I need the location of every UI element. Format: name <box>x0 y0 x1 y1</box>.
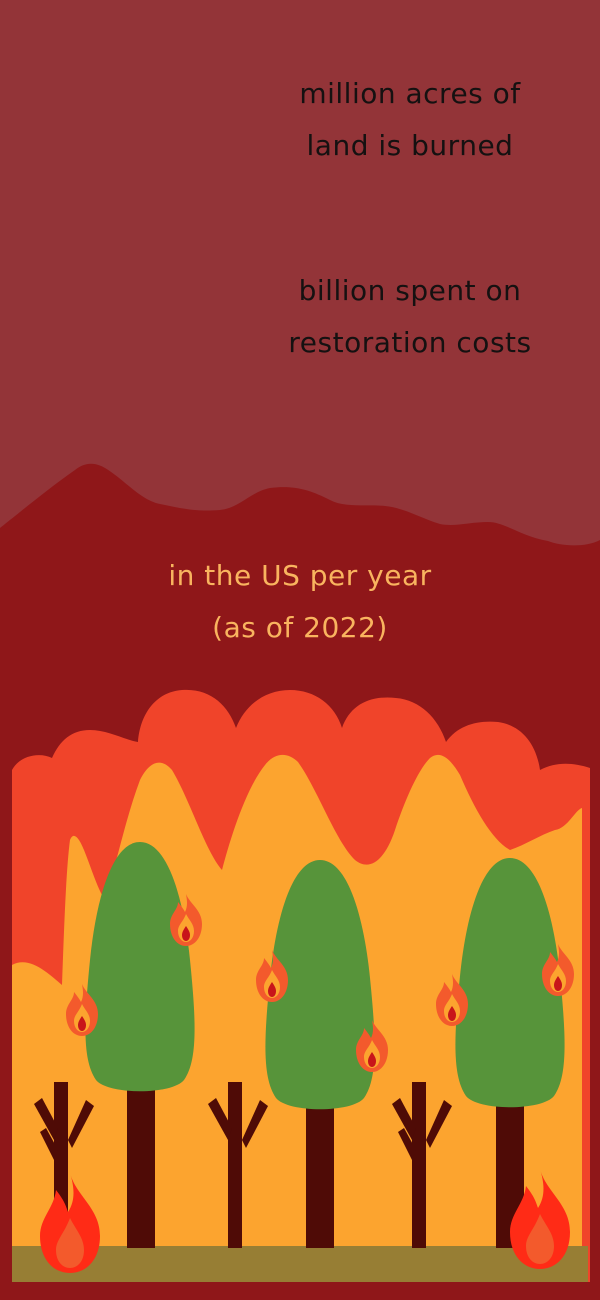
top-band <box>0 0 600 546</box>
tree-icon <box>85 842 195 1248</box>
stat-line: restoration costs <box>288 326 532 359</box>
dead-tree-icon <box>208 1082 268 1248</box>
stat-acres-burned: million acres of land is burned <box>260 68 560 172</box>
ground <box>12 1246 588 1282</box>
tree-icon <box>265 860 375 1248</box>
stat-line: land is burned <box>306 129 514 162</box>
stat-restoration-cost: billion spent on restoration costs <box>255 265 565 369</box>
stat-line: billion spent on <box>298 274 522 307</box>
dead-tree-icon <box>392 1082 452 1248</box>
caption-line: in the US per year <box>168 559 432 592</box>
stat-line: million acres of <box>299 77 521 110</box>
caption: in the US per year (as of 2022) <box>150 550 450 654</box>
caption-line: (as of 2022) <box>212 611 388 644</box>
